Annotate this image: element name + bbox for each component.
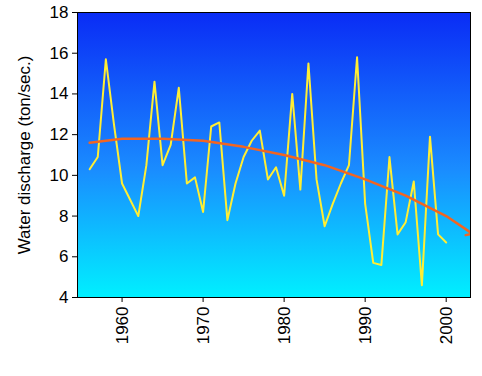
svg-text:14: 14 bbox=[50, 84, 69, 103]
svg-text:2000: 2000 bbox=[437, 307, 456, 345]
svg-text:1970: 1970 bbox=[194, 307, 213, 345]
svg-text:8: 8 bbox=[59, 207, 68, 226]
svg-text:12: 12 bbox=[50, 125, 69, 144]
svg-text:6: 6 bbox=[59, 247, 68, 266]
svg-text:1990: 1990 bbox=[356, 307, 375, 345]
svg-text:4: 4 bbox=[59, 288, 68, 307]
svg-text:Water discharge (ton/sec.): Water discharge (ton/sec.) bbox=[15, 56, 34, 255]
svg-text:1960: 1960 bbox=[113, 307, 132, 345]
svg-text:16: 16 bbox=[50, 44, 69, 63]
svg-text:1980: 1980 bbox=[275, 307, 294, 345]
svg-text:18: 18 bbox=[50, 3, 69, 22]
svg-text:10: 10 bbox=[50, 166, 69, 185]
